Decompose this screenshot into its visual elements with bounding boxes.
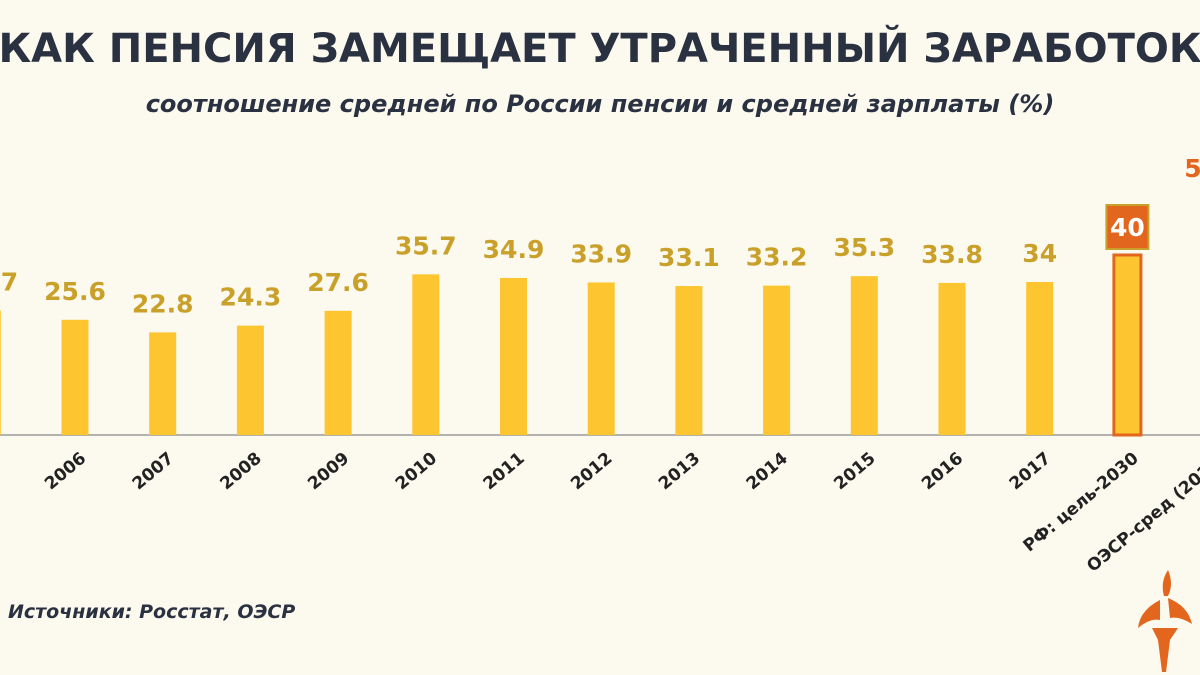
value-label: 27.6 [307, 268, 369, 297]
bar [938, 282, 966, 435]
chart-subtitle: соотношение средней по России пенсии и с… [146, 90, 1055, 118]
value-label: 40 [1110, 213, 1145, 242]
bar [763, 285, 791, 435]
bar [1112, 253, 1143, 437]
value-label: 25.6 [44, 277, 106, 306]
value-label: 33.9 [570, 239, 632, 268]
value-label: 34 [1022, 239, 1057, 268]
bar [236, 325, 264, 435]
value-label: 33.1 [658, 243, 720, 272]
value-label: 35.7 [395, 231, 457, 260]
bar [1026, 282, 1054, 435]
bar [149, 332, 177, 435]
bar [412, 274, 440, 435]
value-label: 22.8 [132, 289, 194, 318]
bar [0, 310, 1, 435]
bar [324, 310, 352, 435]
bar [850, 276, 878, 435]
bar [61, 319, 89, 435]
bar [675, 286, 703, 435]
value-label: 33.8 [921, 240, 983, 269]
value-label: 52.9 [1184, 154, 1200, 183]
value-label: 24.3 [220, 283, 282, 312]
value-label-box [1105, 204, 1150, 250]
value-label: 27.7 [0, 267, 18, 296]
logo [1138, 570, 1192, 672]
bar [587, 282, 615, 435]
source-note: Источники: Росстат, ОЭСР [8, 601, 295, 623]
value-label: 34.9 [483, 235, 545, 264]
bar [500, 277, 527, 435]
value-label: 35.3 [833, 233, 895, 262]
chart-title: КАК ПЕНСИЯ ЗАМЕЩАЕТ УТРАЧЕННЫЙ ЗАРАБОТОК [0, 24, 1200, 72]
value-label: 33.2 [746, 243, 808, 272]
